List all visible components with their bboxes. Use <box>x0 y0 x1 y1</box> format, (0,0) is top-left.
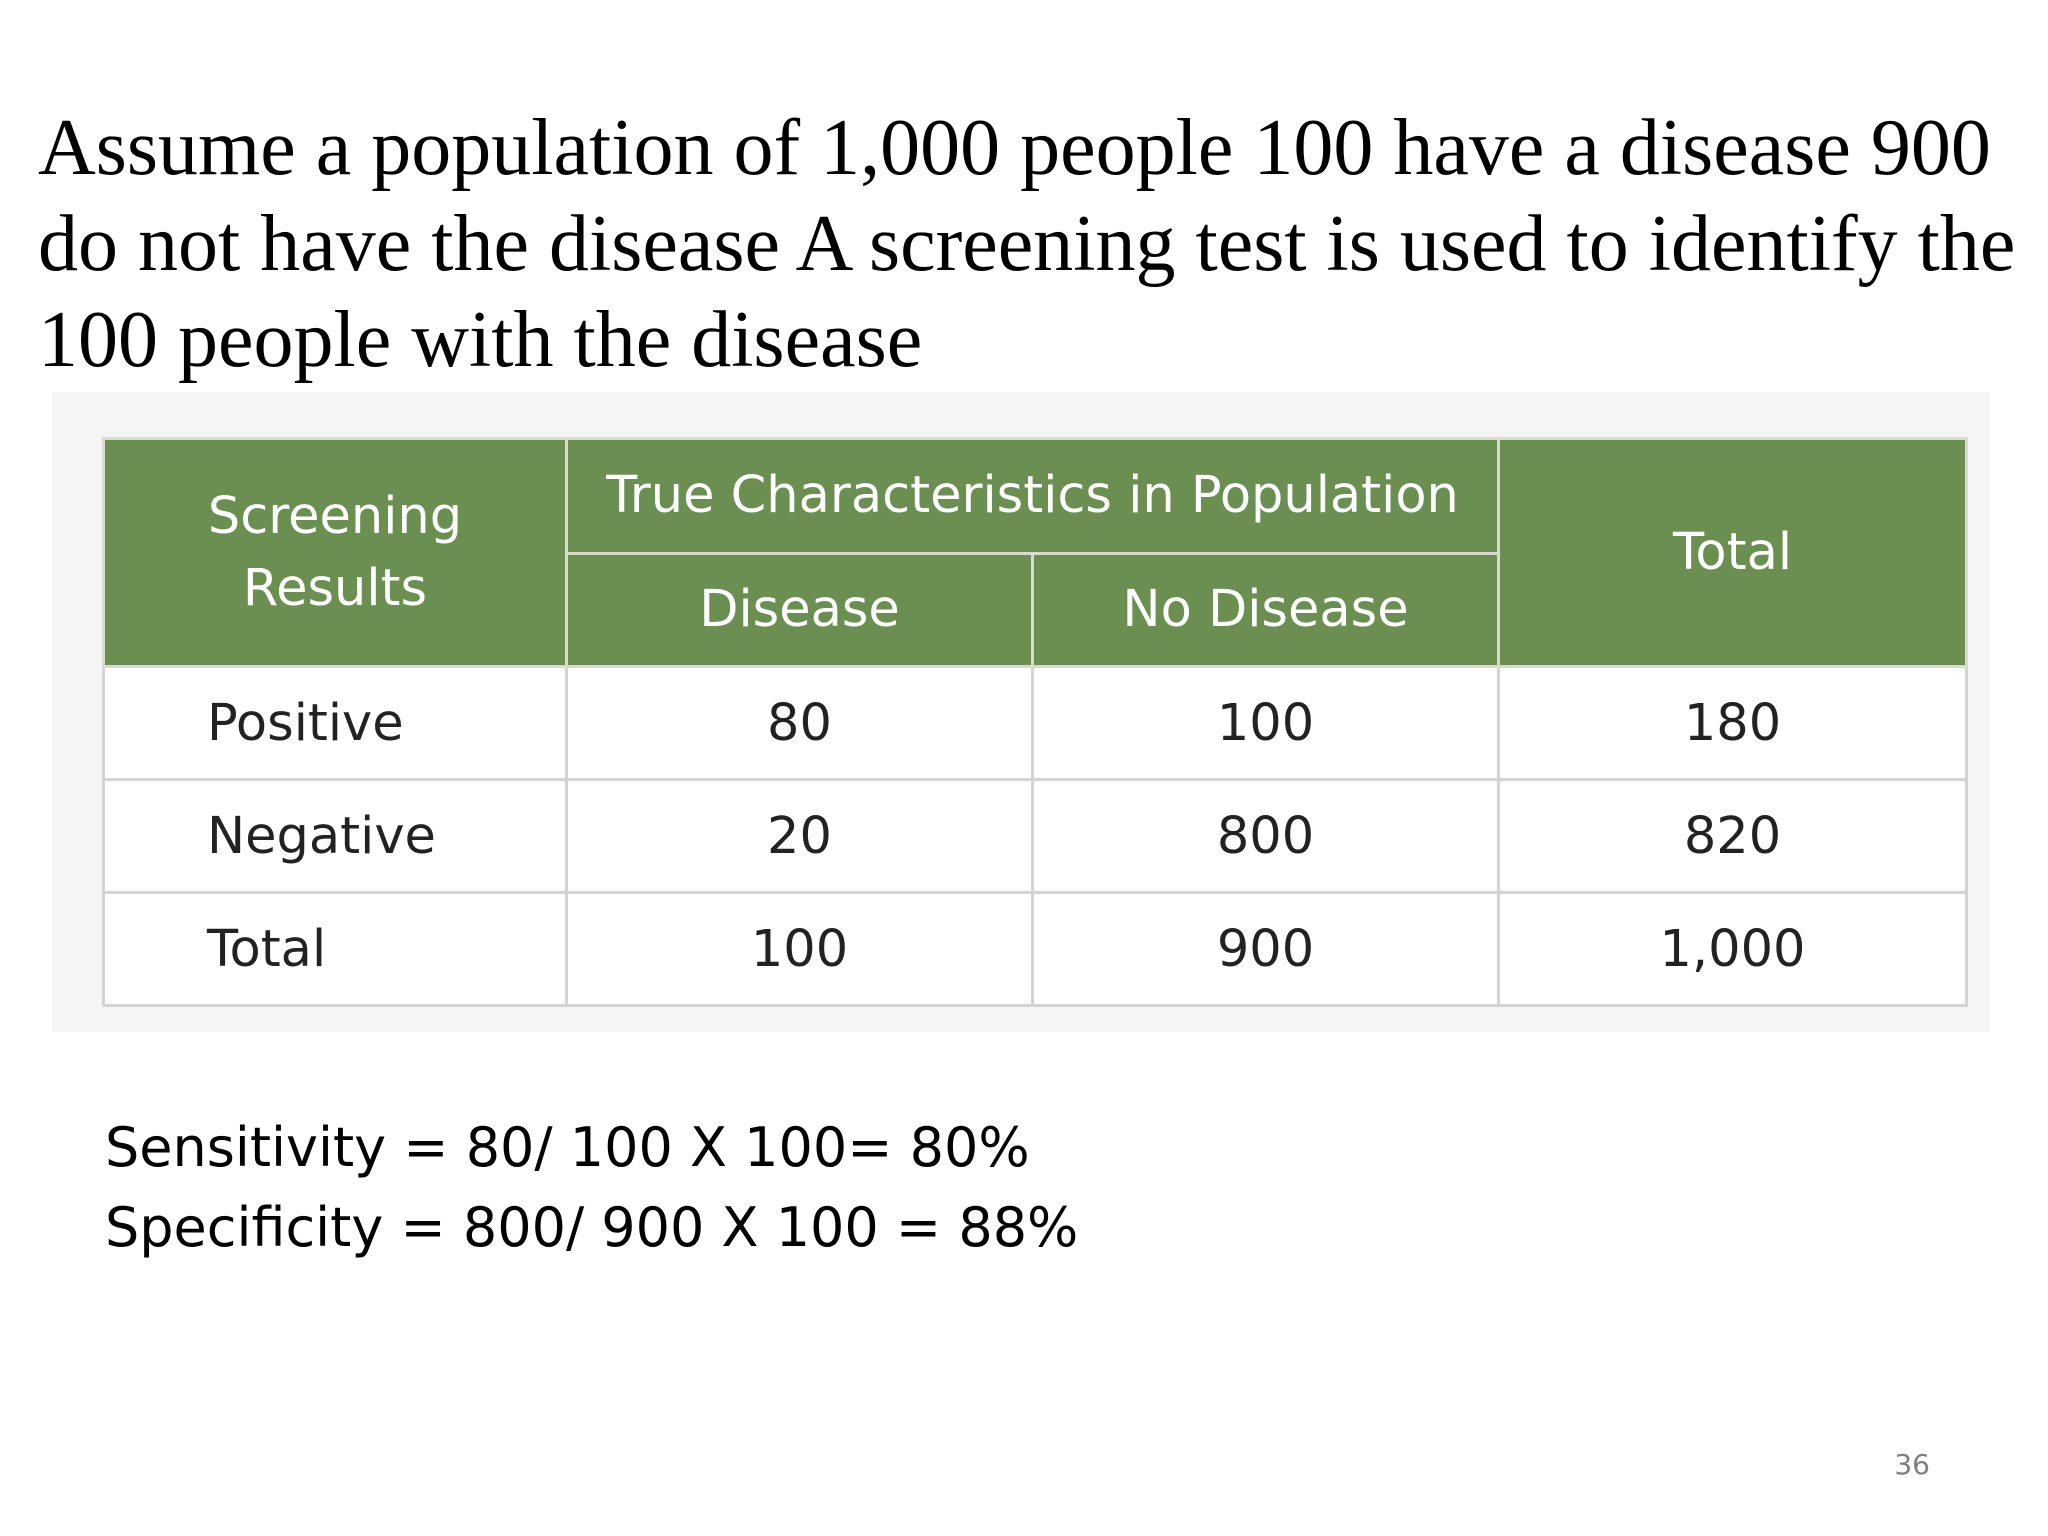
row-label: Negative <box>102 778 568 894</box>
specificity-formula: Specificity = 800/ 900 X 100 = 88% <box>105 1196 1079 1259</box>
disease-column-header: Disease <box>565 552 1034 668</box>
disease-cell: 20 <box>565 778 1034 894</box>
total-column-header: Total <box>1497 437 1968 668</box>
row-label: Positive <box>102 665 568 781</box>
disease-cell: 80 <box>565 665 1034 781</box>
total-cell: 1,000 <box>1497 891 1968 1007</box>
screening-results-header: Screening Results <box>102 437 568 668</box>
page-number: 36 <box>1894 1448 1930 1481</box>
disease-cell: 100 <box>565 891 1034 1007</box>
true-characteristics-header: True Characteristics in Population <box>565 437 1500 555</box>
sensitivity-formula: Sensitivity = 80/ 100 X 100= 80% <box>105 1116 1030 1179</box>
no-disease-cell: 100 <box>1031 665 1500 781</box>
total-cell: 180 <box>1497 665 1968 781</box>
no-disease-cell: 900 <box>1031 891 1500 1007</box>
screening-results-table: Screening Results True Characteristics i… <box>102 437 1968 1007</box>
table-row: Positive 80 100 180 <box>102 665 1968 781</box>
no-disease-column-header: No Disease <box>1031 552 1500 668</box>
row-label: Total <box>102 891 568 1007</box>
total-cell: 820 <box>1497 778 1968 894</box>
no-disease-cell: 800 <box>1031 778 1500 894</box>
table-row: Negative 20 800 820 <box>102 778 1968 894</box>
table-row: Total 100 900 1,000 <box>102 891 1968 1007</box>
slide-heading: Assume a population of 1,000 people 100 … <box>38 104 2016 384</box>
